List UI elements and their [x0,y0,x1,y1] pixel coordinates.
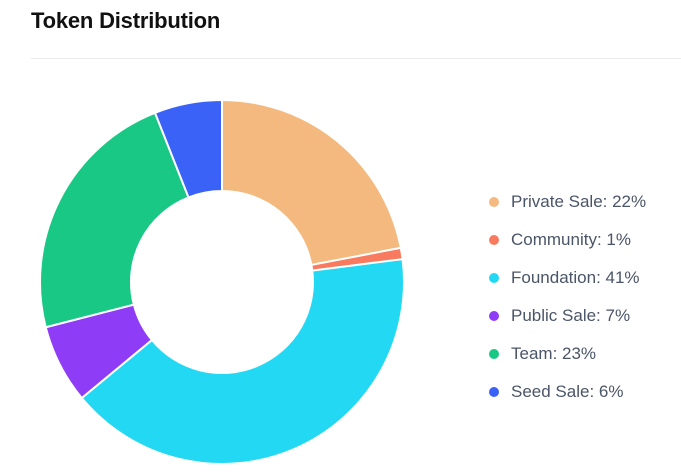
legend-label: Team: 23% [511,344,597,363]
legend-item-community[interactable]: Community: 1% [489,221,646,259]
legend-item-foundation[interactable]: Foundation: 41% [489,259,646,297]
legend-label: Seed Sale: 6% [511,382,624,401]
legend-swatch [489,273,499,283]
legend-swatch [489,349,499,359]
chart-title: Token Distribution [31,8,221,33]
slice-foundation[interactable] [80,258,405,465]
chart-legend: Private Sale: 22% Community: 1% Foundation… [489,183,646,411]
legend-item-team[interactable]: Team: 23% [489,335,646,373]
legend-swatch [489,387,499,397]
slice-team[interactable] [39,111,190,329]
legend-label: Public Sale: 7% [511,306,631,325]
slice-seed-sale[interactable] [154,99,223,199]
legend-swatch [489,235,499,245]
slice-private-sale[interactable] [221,99,402,266]
legend-item-private-sale[interactable]: Private Sale: 22% [489,183,646,221]
legend-label: Private Sale: 22% [511,192,647,211]
legend-swatch [489,311,499,321]
legend-item-public-sale[interactable]: Public Sale: 7% [489,297,646,335]
title-divider [31,58,681,59]
legend-item-seed-sale[interactable]: Seed Sale: 6% [489,373,646,411]
legend-label: Community: 1% [511,230,631,249]
legend-label: Foundation: 41% [511,268,640,287]
legend-swatch [489,197,499,207]
